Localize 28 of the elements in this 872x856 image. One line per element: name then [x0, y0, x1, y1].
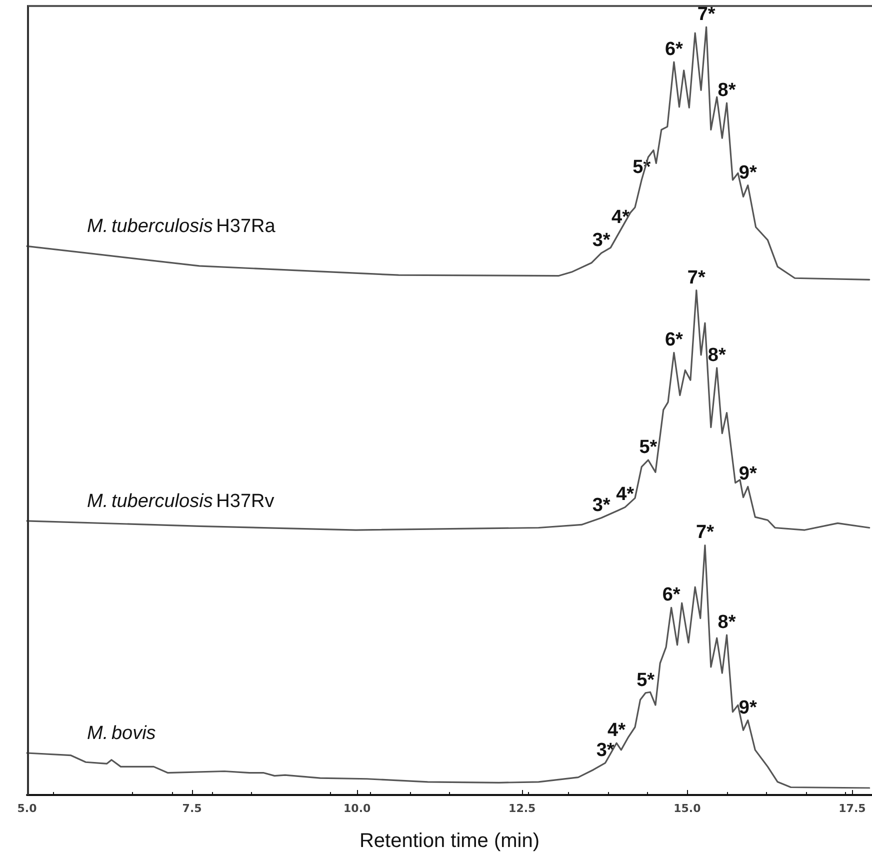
annotation: 4* [608, 720, 626, 742]
x-tick-label: 12.5 [508, 802, 536, 815]
series-label: M. tuberculosis H37Ra [87, 216, 276, 238]
x-tick-label: 15.0 [674, 802, 702, 815]
annotation: 8* [718, 80, 736, 102]
annotation: 7* [696, 522, 715, 544]
annotation: 6* [664, 330, 684, 351]
annotation: 9* [738, 464, 758, 485]
annotation: 3* [592, 230, 611, 252]
annotation: 3* [592, 494, 611, 516]
annotation: 8* [718, 612, 736, 634]
x-tick-label: 7.5 [182, 802, 202, 815]
annotation: 4* [616, 484, 635, 506]
x-tick-label: 17.5 [838, 802, 866, 815]
x-tick-label: 10.0 [344, 802, 371, 815]
annotation: 5* [636, 670, 656, 691]
annotation: 5* [639, 437, 658, 458]
annotation: 8* [708, 344, 726, 366]
annotation: 7* [687, 267, 706, 288]
x-axis-title: Retention time (min) [359, 830, 540, 852]
annotation: 9* [738, 162, 758, 184]
annotation: 7* [697, 4, 716, 25]
annotation: 9* [738, 697, 758, 718]
series-label: M. bovis [87, 722, 156, 744]
annotation: 6* [662, 584, 681, 606]
annotation: 6* [664, 39, 684, 60]
x-tick-label: 5.0 [17, 802, 38, 815]
series-label: M. tuberculosis H37Rv [87, 490, 275, 512]
